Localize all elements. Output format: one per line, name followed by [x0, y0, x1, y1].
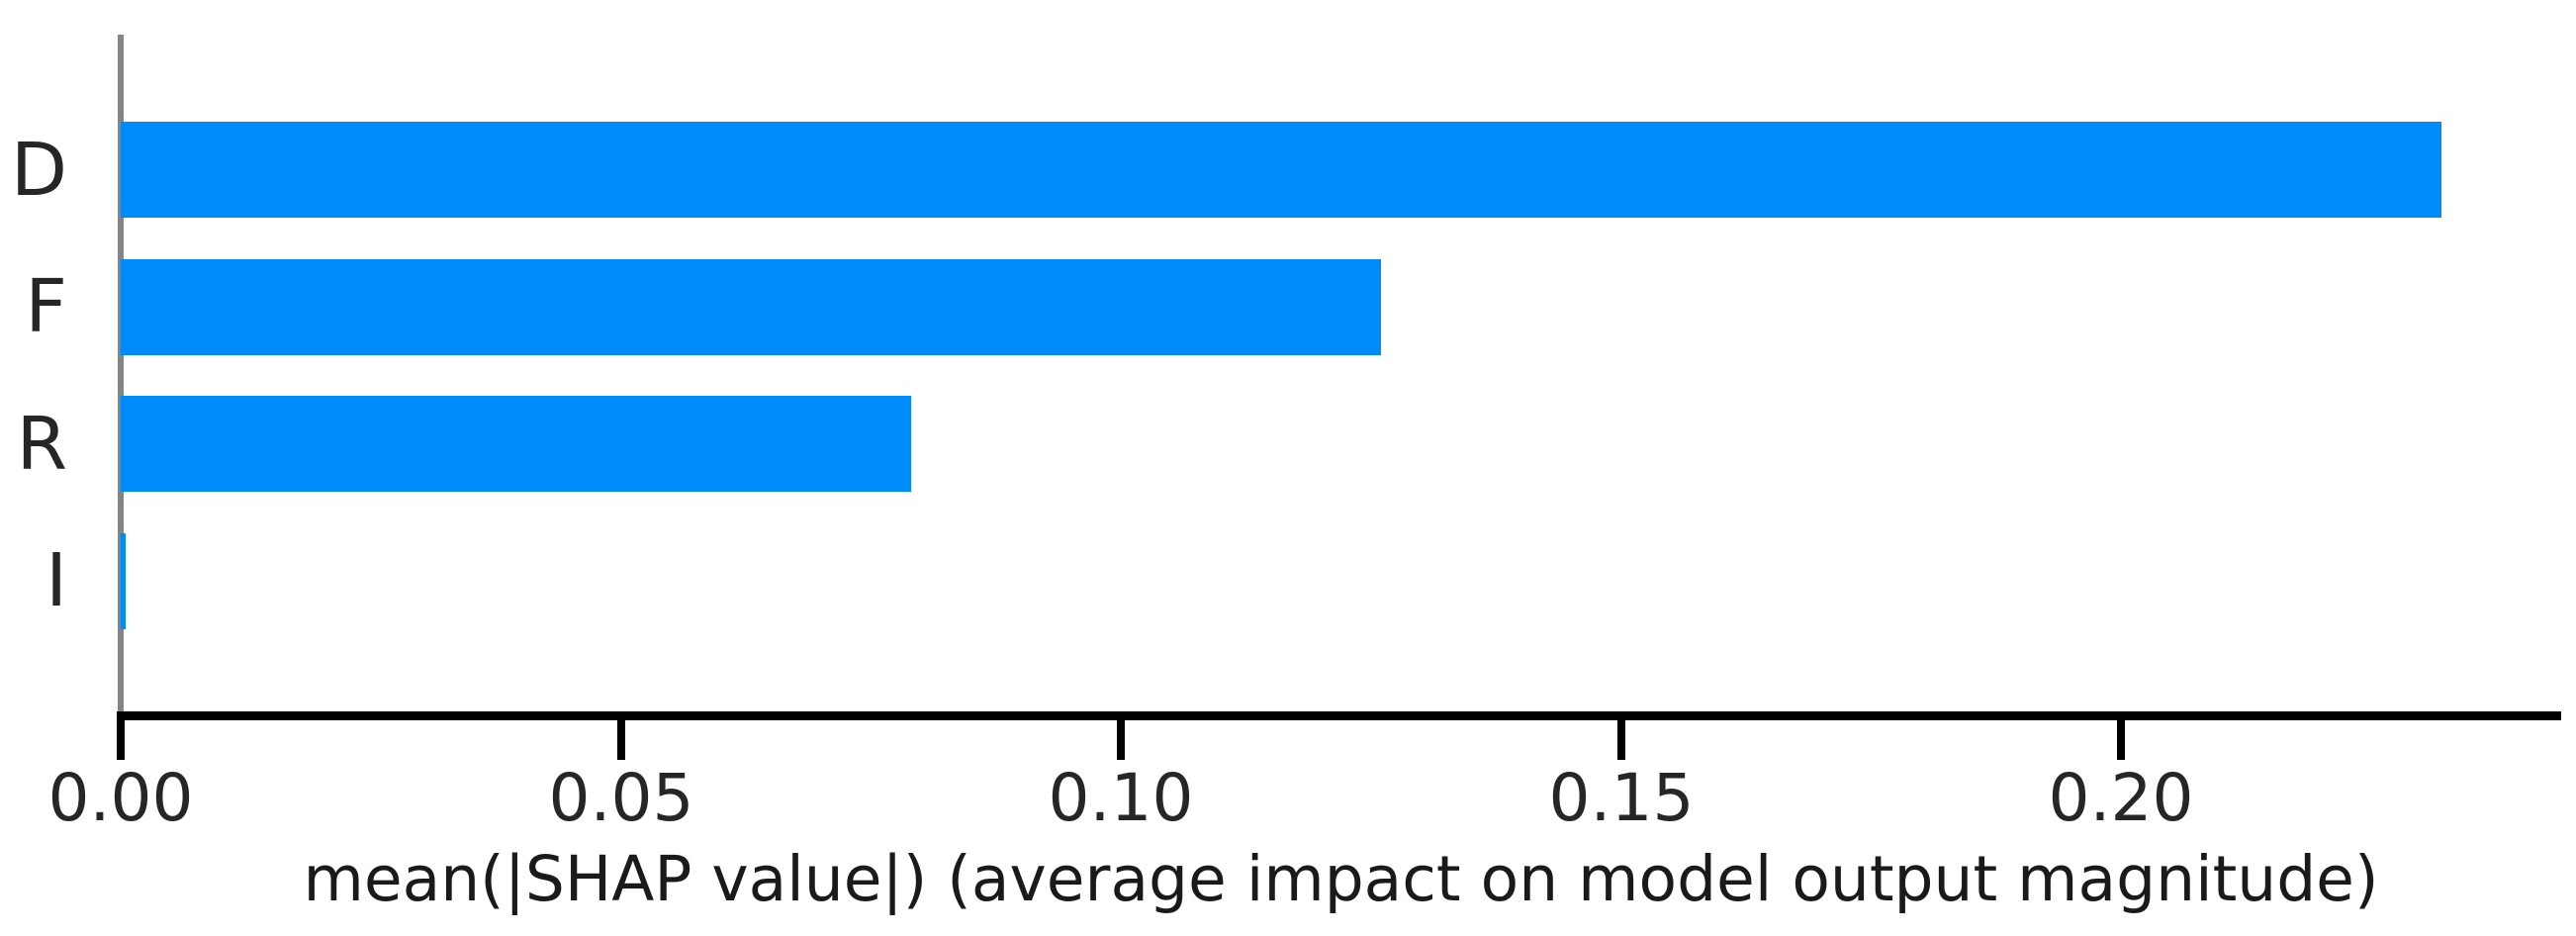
bar-F — [121, 259, 1381, 355]
x-tick-mark-0.15 — [1617, 715, 1625, 760]
y-axis-line — [118, 35, 124, 719]
x-tick-mark-0.20 — [2117, 715, 2125, 760]
x-axis-title: mean(|SHAP value|) (average impact on mo… — [303, 843, 2379, 915]
x-axis-line — [117, 711, 2561, 720]
y-category-label-I: I — [46, 538, 67, 623]
bar-D — [121, 122, 2441, 218]
y-category-label-D: D — [11, 128, 67, 213]
y-category-label-R: R — [16, 402, 67, 487]
x-tick-label-0.05: 0.05 — [548, 760, 694, 836]
x-tick-mark-0.00 — [117, 715, 125, 760]
x-tick-label-0.00: 0.00 — [47, 760, 194, 836]
y-category-label-F: F — [25, 264, 67, 349]
x-tick-label-0.20: 0.20 — [2048, 760, 2194, 836]
x-tick-mark-0.05 — [617, 715, 625, 760]
bar-R — [121, 396, 911, 492]
x-tick-label-0.15: 0.15 — [1548, 760, 1695, 836]
bar-I — [121, 533, 127, 629]
x-tick-label-0.10: 0.10 — [1048, 760, 1194, 836]
x-tick-mark-0.10 — [1117, 715, 1125, 760]
